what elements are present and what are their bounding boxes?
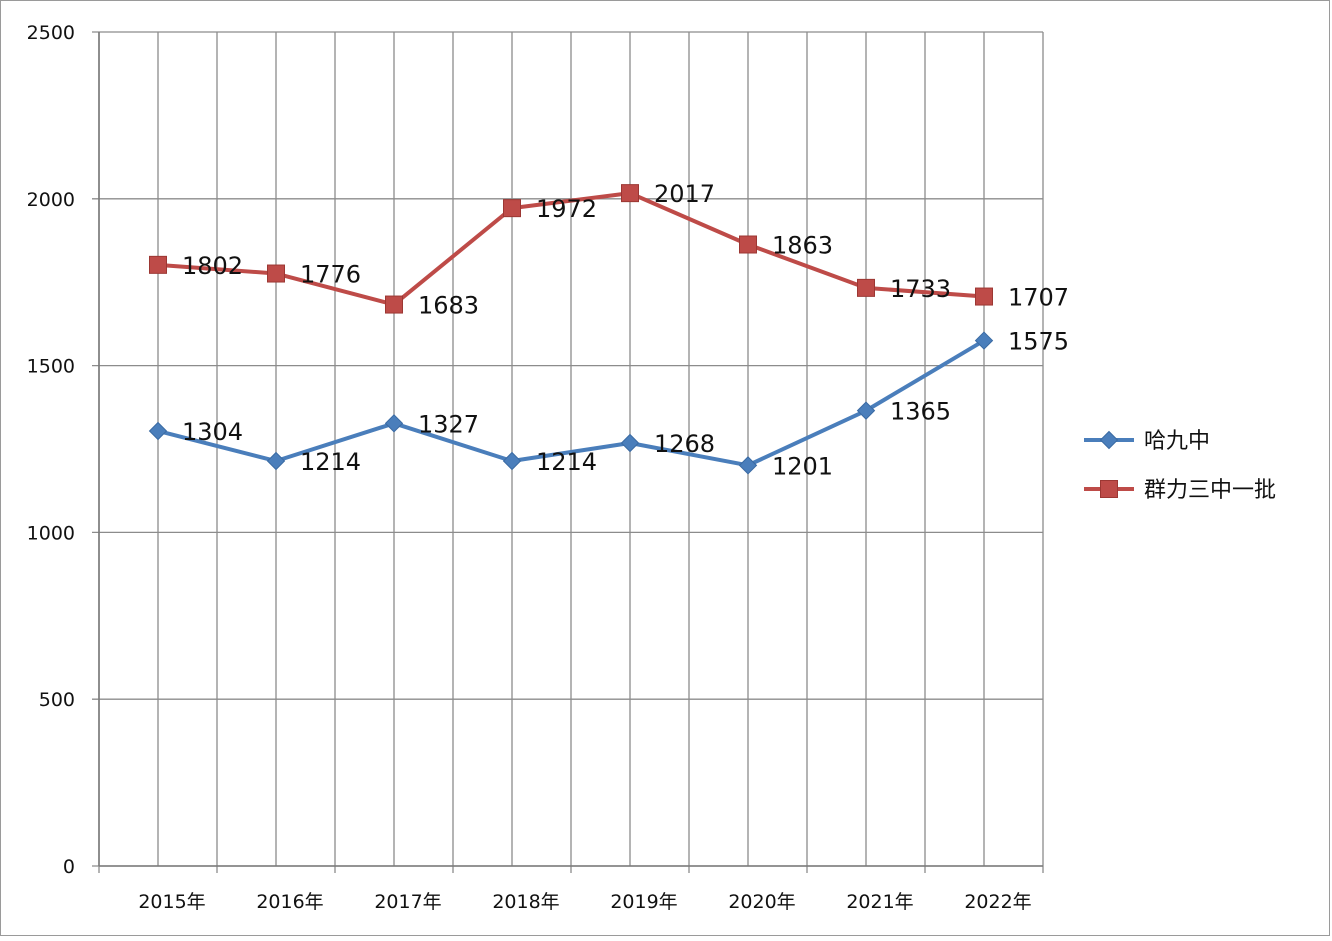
data-label: 1214 [300, 448, 361, 476]
series-layer [148, 184, 994, 475]
diamond-marker [502, 451, 522, 471]
y-tick-label: 0 [63, 856, 75, 878]
data-label: 1707 [1008, 284, 1069, 312]
data-label: 1214 [536, 448, 597, 476]
data-label: 1304 [182, 418, 243, 446]
legend-label: 哈九中 [1144, 429, 1210, 454]
square-marker [267, 264, 285, 283]
data-label: 1733 [890, 275, 951, 303]
data-label: 1972 [536, 195, 597, 223]
y-tick-label: 2500 [27, 22, 75, 44]
diamond-marker [148, 421, 168, 441]
diamond-marker [266, 451, 286, 471]
data-label: 1268 [654, 430, 715, 458]
diamond-marker [856, 401, 876, 420]
square-marker [975, 287, 993, 306]
square-marker [503, 199, 521, 218]
legend-square-marker [1100, 480, 1118, 498]
data-label: 1365 [890, 398, 951, 426]
x-tick-label: 2016年 [256, 891, 323, 913]
data-label: 1863 [772, 232, 833, 260]
x-tick-label: 2018年 [492, 891, 559, 913]
y-tick-label: 1500 [27, 356, 75, 378]
square-marker [149, 255, 167, 274]
x-tick-label: 2017年 [374, 891, 441, 913]
x-tick-label: 2022年 [964, 891, 1031, 913]
y-tick-label: 1000 [27, 522, 75, 544]
square-marker [857, 278, 875, 297]
diamond-marker [620, 433, 640, 453]
legend-label: 群力三中一批 [1144, 478, 1276, 503]
data-label: 2017 [654, 180, 715, 208]
data-label: 1575 [1008, 328, 1069, 356]
square-marker [739, 235, 757, 254]
square-marker [621, 184, 639, 203]
data-label: 1683 [418, 292, 479, 320]
x-tick-label: 2021年 [846, 891, 913, 913]
axis-layer: 0 500 1000 1500 2000 2500 2015年 2016年 2017年 2018年… [27, 22, 1043, 913]
grid-layer [92, 31, 1044, 873]
data-label: 1201 [772, 452, 833, 480]
square-marker [385, 295, 403, 314]
diamond-marker [974, 331, 994, 350]
diamond-marker [384, 414, 404, 433]
diamond-marker [738, 456, 758, 475]
data-label: 1327 [418, 410, 479, 438]
y-tick-label: 500 [39, 689, 75, 711]
y-tick-label: 2000 [27, 189, 75, 211]
data-label-layer: 1304 1214 1327 1214 1268 1201 1365 1575 1802 1776… [182, 180, 1069, 480]
x-tick-label: 2019年 [610, 891, 677, 913]
series-line-1 [157, 191, 985, 307]
legend-diamond-marker [1099, 430, 1119, 450]
x-tick-label: 2015年 [138, 891, 205, 913]
series-line-0 [157, 338, 986, 468]
data-label: 1802 [182, 252, 243, 280]
data-label: 1776 [300, 261, 361, 289]
x-tick-label: 2020年 [728, 891, 795, 913]
